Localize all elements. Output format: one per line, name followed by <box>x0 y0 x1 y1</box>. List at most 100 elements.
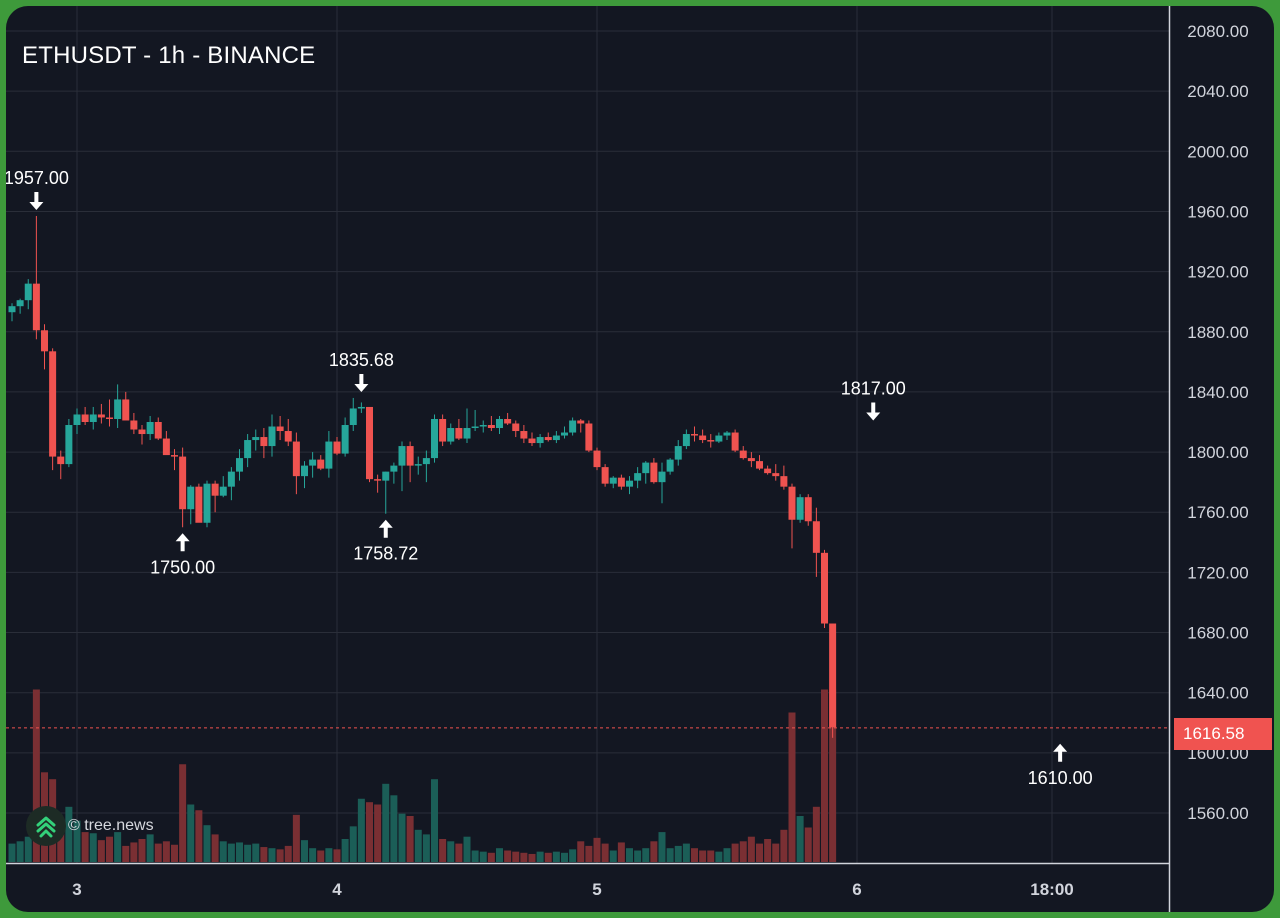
candle[interactable] <box>325 441 333 469</box>
candle[interactable] <box>24 283 32 301</box>
candle[interactable] <box>260 437 268 447</box>
candle[interactable] <box>634 473 642 481</box>
candle[interactable] <box>382 471 390 481</box>
candle[interactable] <box>284 431 292 442</box>
candle[interactable] <box>471 426 479 429</box>
candle[interactable] <box>601 467 609 484</box>
candle[interactable] <box>780 476 788 487</box>
candle[interactable] <box>301 465 308 477</box>
candle[interactable] <box>414 464 422 466</box>
candle[interactable] <box>203 483 211 523</box>
candle[interactable] <box>122 399 130 421</box>
candle[interactable] <box>252 437 260 441</box>
candle[interactable] <box>8 306 16 313</box>
candle[interactable] <box>626 480 633 487</box>
candle[interactable] <box>561 432 568 436</box>
candle[interactable] <box>552 435 560 441</box>
candle[interactable] <box>357 406 365 409</box>
candle[interactable] <box>146 422 154 435</box>
candle[interactable] <box>536 437 544 444</box>
candle[interactable] <box>772 473 780 477</box>
candle[interactable] <box>739 450 747 459</box>
candle[interactable] <box>57 456 65 465</box>
candle[interactable] <box>812 521 820 553</box>
candle[interactable] <box>821 552 828 624</box>
candle[interactable] <box>341 425 349 454</box>
candle[interactable] <box>439 418 447 442</box>
candle[interactable] <box>796 497 804 520</box>
candle[interactable] <box>422 458 430 465</box>
candle[interactable] <box>32 283 40 331</box>
candle[interactable] <box>219 486 227 496</box>
candle[interactable] <box>244 440 252 459</box>
candle[interactable] <box>691 434 698 436</box>
candle[interactable] <box>236 458 243 472</box>
candle[interactable] <box>268 426 276 447</box>
candle[interactable] <box>569 420 577 433</box>
candle[interactable] <box>504 418 512 424</box>
candle[interactable] <box>829 623 837 728</box>
candle[interactable] <box>764 468 772 474</box>
candle[interactable] <box>528 438 536 444</box>
candle[interactable] <box>317 459 325 469</box>
candle[interactable] <box>707 440 715 442</box>
candle[interactable] <box>106 417 113 419</box>
candle[interactable] <box>674 446 682 460</box>
candle[interactable] <box>138 429 146 435</box>
candle[interactable] <box>195 486 203 523</box>
candle[interactable] <box>804 497 812 522</box>
candle[interactable] <box>593 450 601 468</box>
candle[interactable] <box>756 461 763 469</box>
candle[interactable] <box>227 471 235 487</box>
candle[interactable] <box>154 422 162 439</box>
candle[interactable] <box>349 408 357 426</box>
candle[interactable] <box>97 414 105 418</box>
candlestick-chart[interactable]: 2080.00 2040.00 2000.00 1960.00 1920.00 1880.… <box>6 6 1274 912</box>
candle[interactable] <box>650 462 658 483</box>
candle[interactable] <box>374 479 382 481</box>
candle[interactable] <box>788 486 796 520</box>
candle[interactable] <box>276 426 284 432</box>
candle[interactable] <box>731 432 739 451</box>
candle[interactable] <box>162 438 170 456</box>
candle[interactable] <box>585 423 593 451</box>
candle[interactable] <box>715 435 723 442</box>
candle[interactable] <box>390 465 398 472</box>
candle[interactable] <box>333 441 341 454</box>
candle[interactable] <box>512 423 520 432</box>
candle[interactable] <box>65 425 73 465</box>
candle[interactable] <box>179 456 187 510</box>
candle[interactable] <box>463 428 471 439</box>
candle[interactable] <box>658 471 666 483</box>
candle[interactable] <box>544 437 552 441</box>
candle[interactable] <box>487 425 495 429</box>
candle[interactable] <box>41 330 48 352</box>
candle[interactable] <box>171 455 178 457</box>
candle[interactable] <box>366 406 373 480</box>
candle[interactable] <box>520 431 528 439</box>
candle[interactable] <box>723 432 731 436</box>
candle[interactable] <box>747 458 755 462</box>
candle[interactable] <box>609 477 617 484</box>
candle[interactable] <box>577 420 585 424</box>
candle[interactable] <box>406 446 414 466</box>
candle[interactable] <box>617 477 625 487</box>
candle[interactable] <box>309 459 317 466</box>
candle[interactable] <box>211 483 219 496</box>
candle[interactable] <box>187 486 195 510</box>
candle[interactable] <box>49 351 57 457</box>
candle[interactable] <box>455 428 463 439</box>
candle[interactable] <box>130 420 138 430</box>
candle[interactable] <box>89 414 97 422</box>
candle[interactable] <box>682 434 690 447</box>
candle[interactable] <box>447 428 455 442</box>
candle[interactable] <box>496 418 503 429</box>
candle[interactable] <box>81 414 89 422</box>
candle[interactable] <box>398 446 406 466</box>
candle[interactable] <box>292 441 300 477</box>
candle[interactable] <box>666 459 674 472</box>
candle[interactable] <box>699 435 707 441</box>
candle[interactable] <box>479 425 487 427</box>
candle[interactable] <box>431 418 438 459</box>
candle[interactable] <box>16 300 24 307</box>
